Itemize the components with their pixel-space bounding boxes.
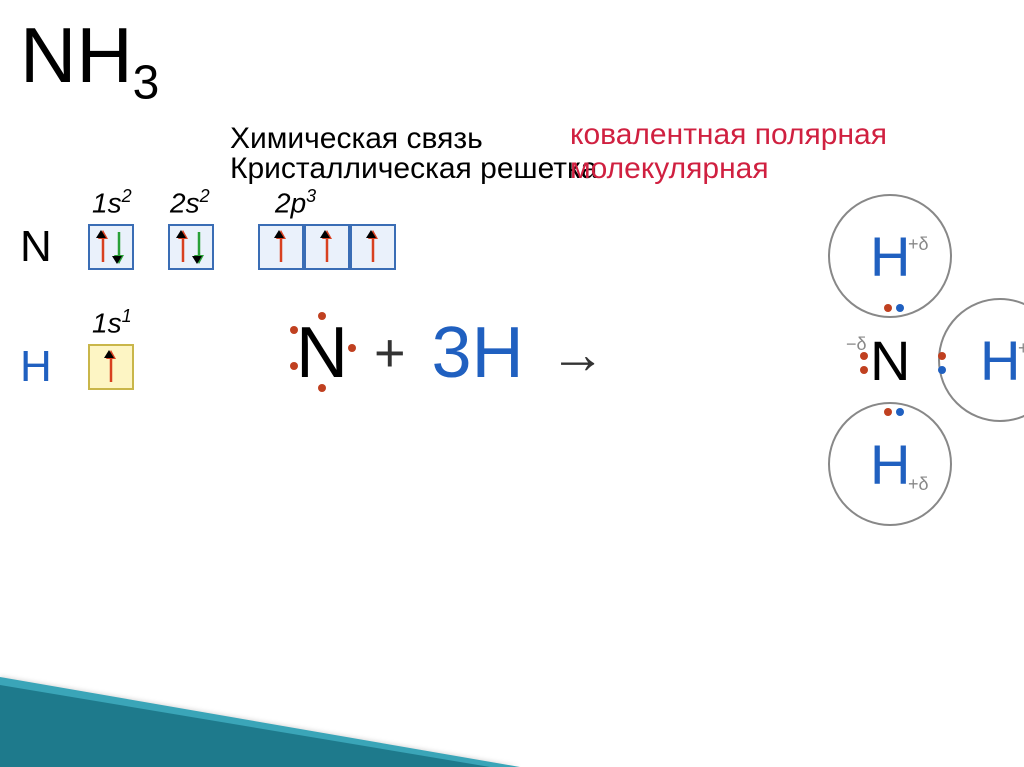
orbital-label-1s-h: 1s1 — [92, 306, 132, 339]
bond-dot — [938, 366, 946, 374]
electron-arrow — [194, 230, 204, 264]
electron-arrow — [114, 230, 124, 264]
delta-plus: +δ — [1018, 338, 1024, 359]
molecule-h-atom: H — [870, 432, 910, 497]
formula-sub: 3 — [133, 57, 160, 110]
orbital-box — [88, 224, 134, 270]
electron-arrow — [276, 230, 286, 264]
bond-dot — [860, 352, 868, 360]
orbital-box — [168, 224, 214, 270]
equation: N + 3H → — [280, 312, 616, 394]
orbital-box — [88, 344, 134, 390]
electron-dot — [318, 312, 326, 320]
electron-arrow — [322, 230, 332, 264]
equation-3h: 3H — [432, 312, 524, 394]
bond-dot — [896, 408, 904, 416]
decorative-triangle-inner — [0, 685, 490, 767]
electron-dot — [348, 344, 356, 352]
bond-type-label: Химическая связь — [230, 122, 483, 156]
electron-arrow — [178, 230, 188, 264]
electron-dot — [318, 384, 326, 392]
orbital-label-2s-n: 2s2 — [170, 186, 210, 219]
equation-n-atom: N — [296, 312, 348, 394]
electron-arrow — [98, 230, 108, 264]
orbital-label-2p-n: 2p3 — [275, 186, 316, 219]
molecule-n-atom: N — [870, 328, 910, 393]
h-atom-symbol: H — [20, 342, 52, 392]
bond-dot — [884, 304, 892, 312]
electron-dot — [290, 362, 298, 370]
orbital-label-1s-n: 1s2 — [92, 186, 132, 219]
formula-base: NH — [20, 11, 133, 99]
equation-arrow: → — [550, 321, 606, 386]
molecule-diagram: N−δH+δH+δH+δ — [790, 210, 1024, 510]
equation-plus: + — [374, 322, 406, 384]
bond-type-answer: ковалентная полярная — [570, 118, 887, 152]
molecule-h-atom: H — [870, 224, 910, 289]
delta-plus: +δ — [908, 234, 929, 255]
lattice-type-label: Кристаллическая решетка — [230, 152, 597, 186]
bond-dot — [884, 408, 892, 416]
orbital-box — [258, 224, 304, 270]
bond-dot — [938, 352, 946, 360]
delta-plus: +δ — [908, 474, 929, 495]
molecule-h-atom: H — [980, 328, 1020, 393]
orbital-box — [350, 224, 396, 270]
n-atom-symbol: N — [20, 222, 52, 272]
bond-dot — [896, 304, 904, 312]
bond-dot — [860, 366, 868, 374]
formula-heading: NH3 — [20, 10, 159, 111]
lattice-type-answer: молекулярная — [570, 152, 769, 186]
electron-dot — [290, 326, 298, 334]
orbital-box — [304, 224, 350, 270]
electron-arrow — [368, 230, 378, 264]
electron-arrow — [106, 350, 116, 384]
